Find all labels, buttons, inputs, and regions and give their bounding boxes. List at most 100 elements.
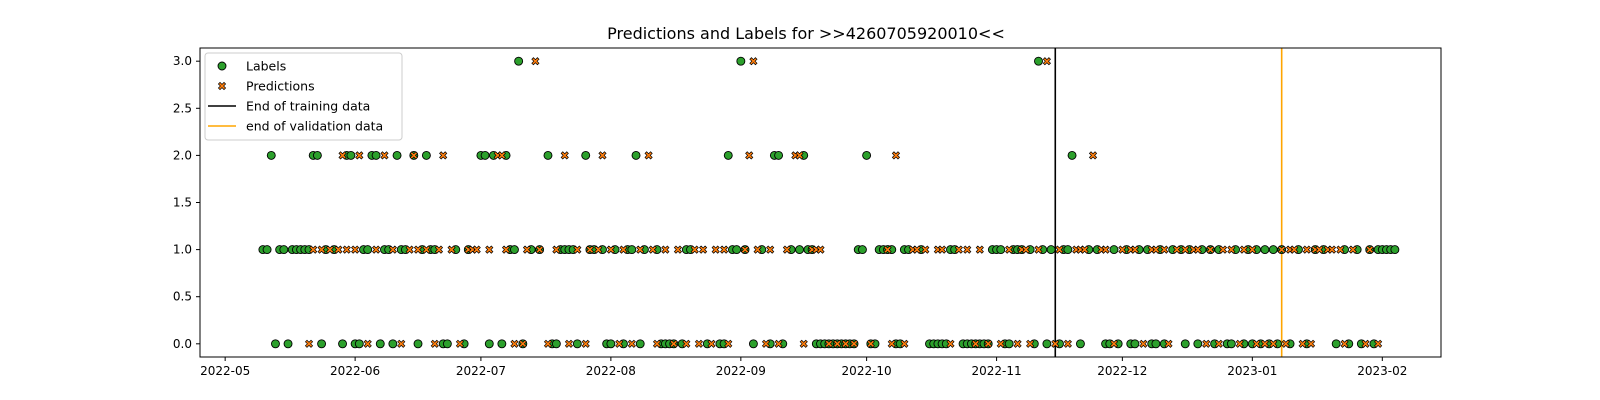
x-tick-label: 2022-07 — [456, 364, 506, 378]
prediction-point — [891, 151, 901, 160]
prediction-point — [581, 339, 590, 348]
label-point — [354, 339, 364, 349]
label-point — [723, 150, 733, 160]
prediction-point — [1021, 245, 1031, 254]
label-point — [1034, 56, 1043, 66]
label-point — [543, 150, 553, 160]
y-tick-label: 1.5 — [173, 196, 192, 210]
prediction-point — [1361, 339, 1370, 348]
prediction-point — [338, 151, 347, 160]
label-point — [317, 339, 327, 349]
prediction-point — [1348, 245, 1358, 254]
prediction-point — [397, 339, 406, 348]
prediction-point — [799, 339, 808, 348]
prediction-point — [1227, 245, 1236, 254]
prediction-point — [1080, 245, 1089, 254]
prediction-point — [363, 339, 372, 348]
prediction-point — [1214, 339, 1223, 348]
label-point — [1180, 339, 1190, 349]
prediction-point — [1336, 245, 1345, 254]
prediction-point — [615, 339, 624, 348]
prediction-point — [1005, 245, 1014, 254]
y-tick-label: 2.0 — [173, 148, 192, 162]
prediction-point — [648, 245, 657, 254]
label-point — [581, 150, 591, 160]
label-point — [388, 339, 398, 349]
label-point — [736, 56, 746, 66]
prediction-point — [1088, 151, 1098, 160]
prediction-point — [745, 151, 754, 160]
x-tick-label: 2023-01 — [1227, 364, 1277, 378]
label-point — [509, 245, 519, 255]
label-point — [1390, 245, 1400, 255]
legend-entry: End of training data — [208, 99, 370, 114]
legend-entry: end of validation data — [208, 119, 383, 134]
prediction-point — [1193, 245, 1202, 254]
prediction-point — [1302, 245, 1311, 254]
prediction-point — [598, 151, 607, 160]
x-tick-label: 2023-02 — [1357, 364, 1407, 378]
label-point — [732, 245, 742, 255]
prediction-point — [996, 339, 1005, 348]
y-tick-label: 1.0 — [173, 243, 192, 257]
prediction-point — [711, 245, 720, 254]
prediction-point — [1101, 245, 1110, 254]
prediction-point — [585, 245, 595, 254]
prediction-point — [1042, 57, 1051, 66]
prediction-point — [627, 339, 636, 348]
x-tick-label: 2022-12 — [1097, 364, 1147, 378]
label-point — [279, 245, 289, 255]
label-point — [375, 339, 385, 349]
label-point — [283, 339, 293, 349]
prediction-point — [1340, 339, 1349, 348]
y-tick-label: 0.0 — [173, 337, 192, 351]
prediction-point — [644, 151, 653, 160]
x-tick-label: 2022-09 — [716, 364, 766, 378]
prediction-point — [963, 245, 972, 254]
prediction-point — [724, 339, 733, 348]
prediction-point — [636, 245, 645, 254]
prediction-point — [434, 245, 444, 254]
label-point — [338, 339, 347, 349]
prediction-point — [317, 245, 326, 254]
x-tick-label: 2022-11 — [972, 364, 1022, 378]
data-points — [258, 56, 1400, 349]
prediction-point — [1181, 245, 1190, 254]
label-point — [1004, 339, 1014, 349]
prediction-point — [405, 245, 414, 254]
label-point — [1046, 245, 1056, 255]
prediction-point — [501, 245, 511, 254]
label-point — [862, 150, 872, 160]
prediction-point — [497, 151, 506, 160]
prediction-point — [749, 57, 758, 66]
label-point — [606, 339, 616, 349]
chart-title: Predictions and Labels for >>42607059200… — [607, 24, 1005, 43]
x-tick-label: 2022-08 — [586, 364, 636, 378]
label-point — [413, 339, 423, 349]
prediction-point — [1109, 339, 1119, 348]
prediction-point — [1277, 245, 1286, 254]
label-point — [1260, 245, 1270, 255]
prediction-point — [455, 339, 465, 348]
label-point — [1151, 339, 1161, 349]
label-point — [1193, 339, 1203, 349]
label-point — [346, 150, 356, 160]
prediction-point — [824, 339, 833, 348]
prediction-point — [334, 245, 343, 254]
prediction-point — [1374, 339, 1383, 348]
label-point — [421, 150, 431, 160]
label-point — [371, 150, 381, 160]
prediction-point — [1218, 245, 1228, 254]
prediction-point — [1206, 245, 1215, 254]
prediction-point — [954, 245, 963, 254]
label-point — [635, 339, 645, 349]
prediction-point — [690, 245, 699, 254]
prediction-point — [1252, 339, 1261, 348]
prediction-point — [1248, 245, 1257, 254]
label-point — [442, 339, 452, 349]
label-point — [774, 150, 784, 160]
prediction-point — [816, 245, 825, 254]
prediction-point — [887, 339, 896, 348]
label-point — [514, 56, 524, 66]
prediction-point — [849, 339, 859, 348]
